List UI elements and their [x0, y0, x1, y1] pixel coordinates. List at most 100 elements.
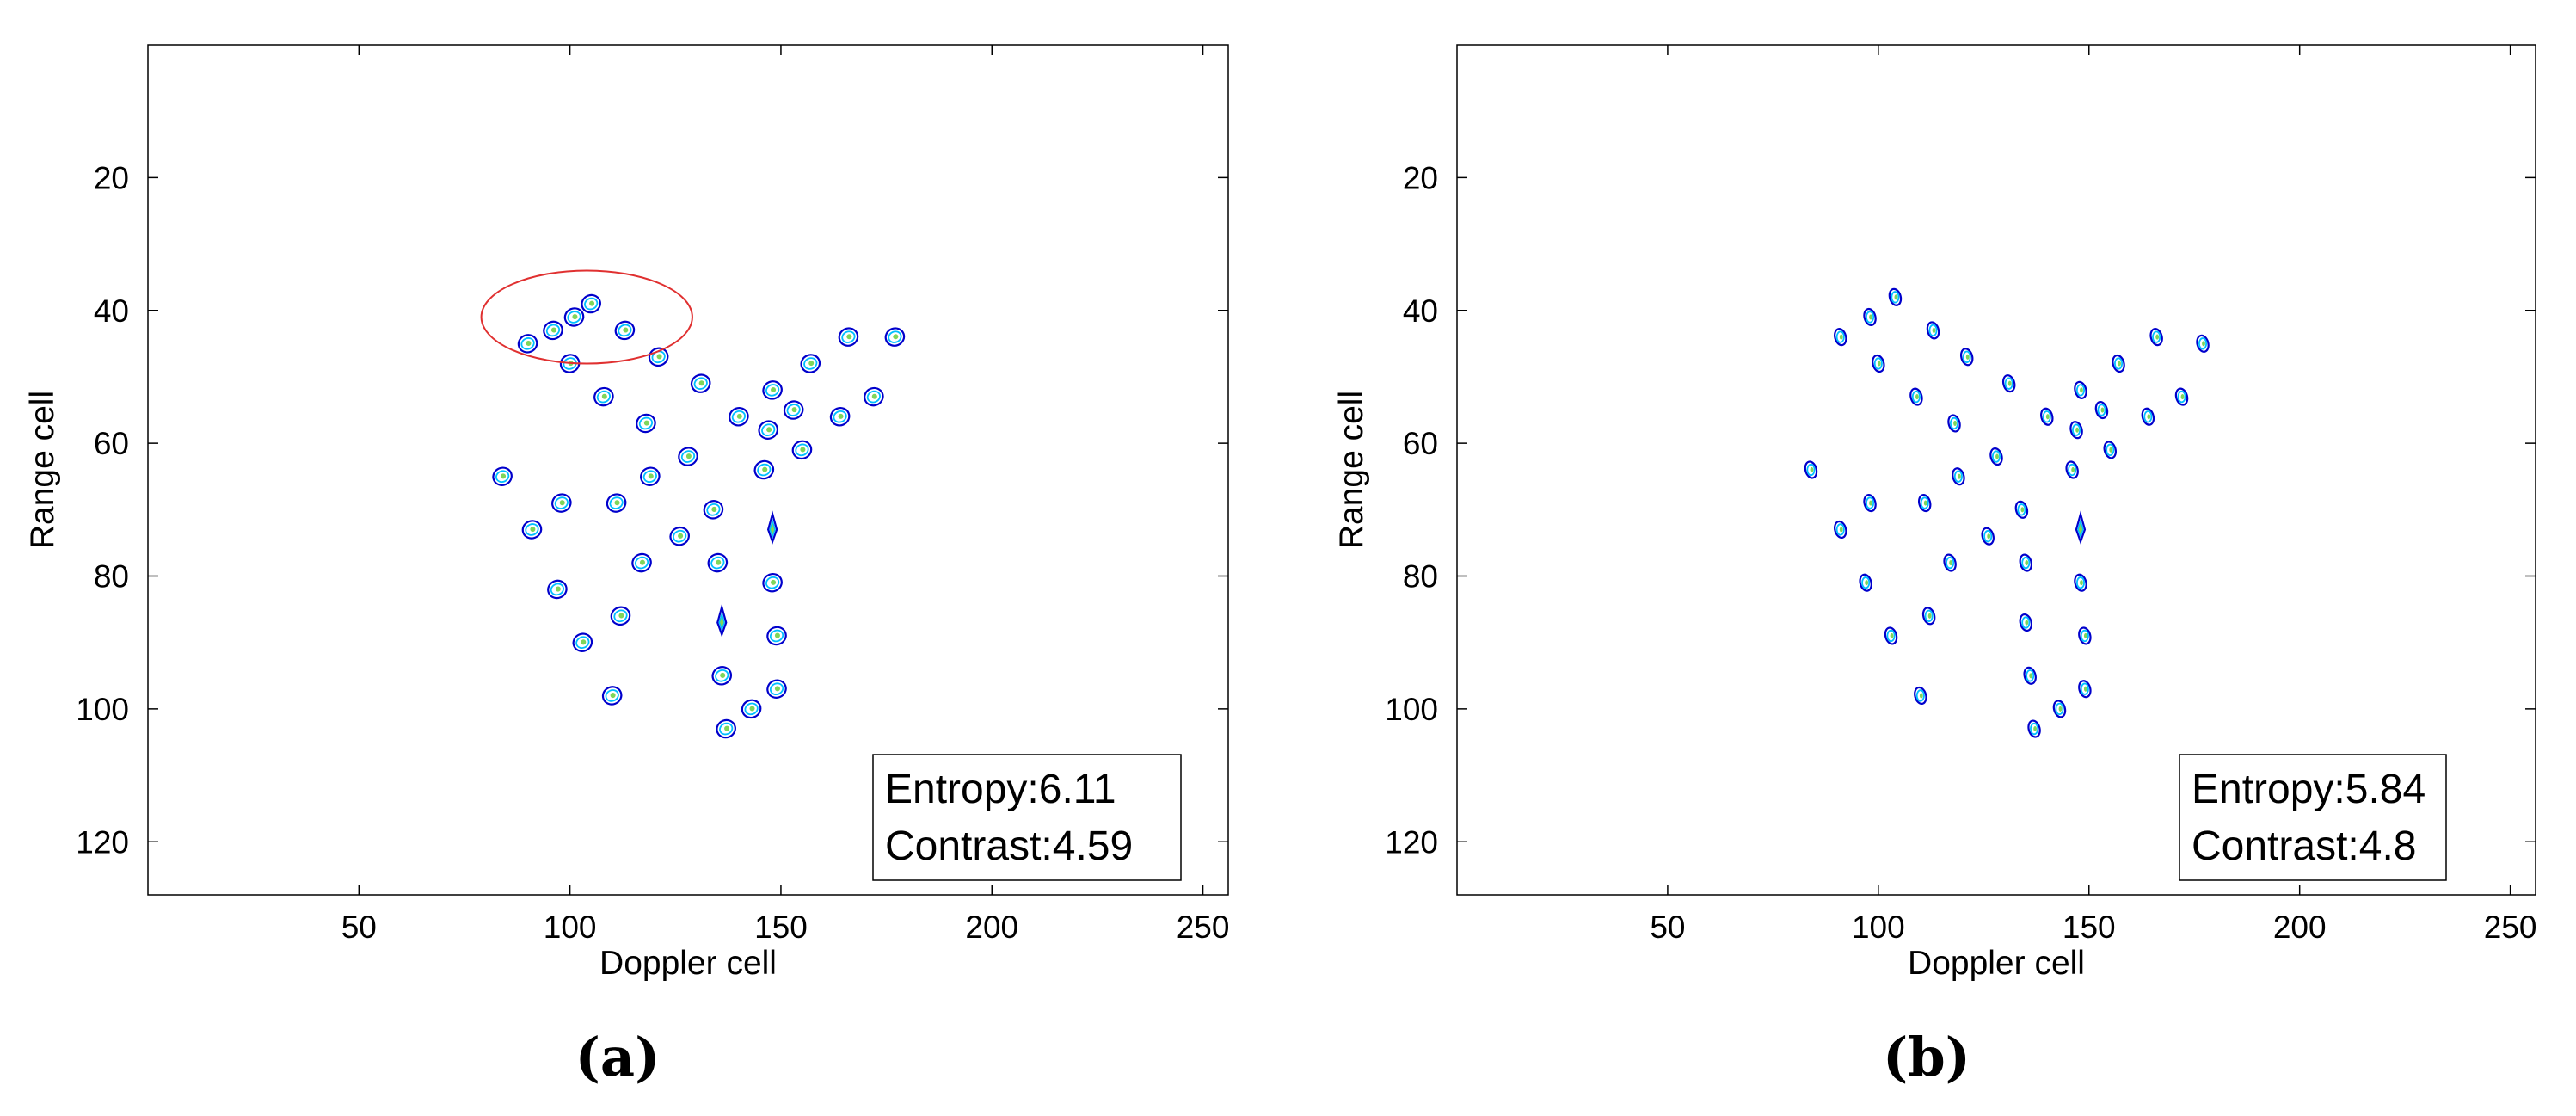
scatterer-contour-mid — [693, 377, 708, 390]
x-axis-label: Doppler cell — [1908, 945, 2085, 982]
scatterer — [606, 493, 627, 513]
scatterer-contour-outer — [2103, 441, 2117, 459]
scatterer-contour-mid — [596, 390, 611, 404]
scatterer-contour-inner — [769, 518, 776, 539]
scatterer-contour-mid — [1835, 330, 1845, 343]
scatterer — [669, 526, 690, 546]
scatterer-contour-outer — [559, 354, 581, 373]
scatterer-contour-inner — [1953, 420, 1957, 427]
scatterer — [729, 407, 749, 427]
scatterer — [1859, 573, 1872, 592]
scatterer — [800, 354, 821, 373]
scatterer-contour-mid — [1920, 496, 1929, 509]
scatterer-contour-inner — [2118, 361, 2121, 367]
highlight-ellipse — [480, 269, 693, 365]
scatterer-contour-mid — [2072, 423, 2081, 436]
scatterer-contour-mid — [1835, 523, 1845, 536]
chart-panel-2: 50 100 150 200 250 20 40 60 80 100 120 Doppler cell… — [1333, 44, 2536, 1088]
scatterer-contour-outer — [2001, 374, 2016, 393]
scatterer-contour-mid — [715, 669, 729, 682]
plot-frame — [1456, 44, 2536, 896]
scatterer-contour-mid — [833, 410, 847, 423]
scatterer — [1959, 348, 1974, 367]
scatterer-contour-outer — [517, 334, 538, 354]
scatterer — [2027, 719, 2041, 738]
scatterer-contour-mid — [761, 423, 776, 436]
scatterer-contour-outer — [614, 320, 636, 341]
scatterer-contour-outer — [648, 347, 669, 367]
scatterer-contour-outer — [1872, 354, 1885, 373]
scatterer — [640, 466, 661, 486]
scatterer — [1872, 354, 1885, 373]
y-tick-label: 60 — [1403, 426, 1438, 461]
scatterer-contour-inner — [2147, 414, 2151, 420]
scatterer-contour-outer — [2112, 354, 2125, 373]
scatterer-contour-inner — [2109, 447, 2113, 453]
scatterer-contour-mid — [786, 404, 801, 416]
scatterer-contour-outer — [581, 293, 601, 314]
scatterer-contour-inner — [2075, 427, 2079, 433]
scatterer-contour-inner — [618, 613, 624, 619]
scatterer — [2078, 626, 2092, 645]
scatterer-contour-inner — [2025, 559, 2029, 566]
scatterer-contour-mid — [719, 722, 734, 736]
y-tick-label: 80 — [1403, 559, 1438, 595]
scatterer-contour-mid — [1861, 576, 1871, 589]
scatterer-contour-inner — [639, 559, 645, 565]
scatterer-contour-outer — [766, 626, 787, 646]
scatterer — [2019, 553, 2033, 572]
scatterer — [716, 718, 736, 739]
scatterer — [581, 293, 601, 314]
scatterer-contour-inner — [610, 693, 616, 699]
x-axis-label: Doppler cell — [599, 945, 777, 982]
scatterer-contour-outer — [1921, 607, 1936, 626]
panel-label: (a) — [575, 1026, 661, 1088]
scatterer-contour-inner — [2033, 725, 2037, 732]
scatterer — [2023, 666, 2037, 685]
scatterer-contour-outer — [762, 380, 783, 400]
x-tick-label: 50 — [1650, 909, 1685, 945]
scatterer — [1947, 414, 1961, 433]
scatterer-contour-outer — [2141, 407, 2155, 426]
scatterer-contour-inner — [1958, 473, 1961, 479]
scatterer-contour-outer — [2069, 421, 2083, 440]
scatterer-contour-outer — [2023, 666, 2037, 685]
entropy-label: Entropy:5.84 — [2192, 767, 2425, 812]
scatterer-contour-mid — [866, 390, 881, 404]
scatterer-contour-outer — [1989, 447, 2003, 466]
scatterer-contour-outer — [2014, 500, 2029, 519]
scatterer-contour-mid — [495, 470, 510, 484]
scatterer-contour-inner — [589, 300, 595, 306]
scatterer-contour-inner — [2100, 407, 2105, 413]
scatterer-contour-outer — [2027, 719, 2041, 738]
scatterer-contour-inner — [762, 466, 768, 472]
scatterer — [690, 373, 711, 393]
scatterer-contour-inner — [559, 500, 565, 506]
scatterer-contour-outer — [1884, 626, 1898, 645]
scatterer-contour-mid — [634, 556, 649, 570]
scatterer-contour-outer — [492, 466, 513, 486]
scatterer — [572, 632, 593, 652]
scatterer-contour-mid — [2097, 404, 2106, 416]
scatterer-contour-mid — [554, 496, 569, 509]
scatterer-contour-outer — [741, 699, 762, 719]
scatterer-contour-mid — [795, 443, 809, 457]
scatterer-contour-inner — [724, 725, 730, 731]
scatterer-contour-outer — [729, 407, 749, 427]
scatterer-contour-mid — [2021, 556, 2031, 570]
scatterer — [2078, 680, 2092, 699]
scatterer — [631, 552, 652, 573]
scatterer-contour-inner — [766, 427, 772, 433]
scatterer-contour-inner — [2020, 507, 2025, 513]
scatterer-contour-mid — [575, 636, 590, 649]
scatterer-contour-outer — [762, 572, 783, 593]
scatterer-contour-inner — [736, 413, 742, 419]
scatterer-contour-inner — [1810, 466, 1814, 473]
y-tick-label: 40 — [1403, 293, 1438, 329]
scatterer — [543, 320, 563, 341]
scatterer — [2149, 328, 2163, 347]
scatterer-contour-outer — [678, 447, 698, 466]
scatterer-contour-outer — [766, 679, 787, 699]
scatterer — [547, 579, 568, 600]
panel-label: (b) — [1883, 1026, 1970, 1088]
